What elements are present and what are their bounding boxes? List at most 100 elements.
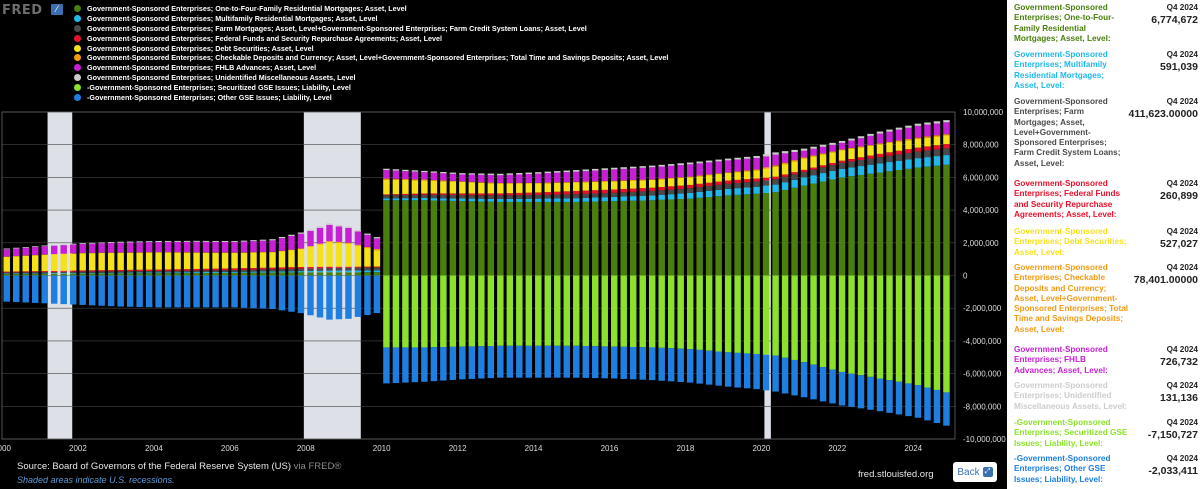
bar-segment	[31, 273, 39, 274]
bar-segment	[800, 148, 808, 151]
legend-item[interactable]: -Government-Sponsored Enterprises; Other…	[74, 92, 668, 102]
chart-area[interactable]: FRED ⁄ Government-Sponsored Enterprises;…	[0, 0, 1007, 489]
bar-segment	[392, 169, 400, 171]
bar-segment	[724, 183, 732, 189]
bar-segment	[573, 182, 580, 191]
bar-segment	[13, 271, 20, 273]
bar-segment	[753, 170, 760, 179]
bar-segment	[516, 195, 523, 199]
bar-segment	[781, 162, 789, 165]
legend-swatch	[74, 24, 81, 32]
bar-segment	[402, 180, 409, 194]
bar-segment	[459, 181, 466, 182]
bar-segment	[772, 179, 779, 185]
entry-series-name: Government-Sponsored Enterprises; Farm M…	[1014, 97, 1121, 168]
bar-segment	[497, 173, 504, 176]
legend-item[interactable]: Government-Sponsored Enterprises; Uniden…	[74, 73, 668, 83]
bar-segment	[848, 275, 855, 374]
entry-value: 527,027	[1160, 238, 1198, 250]
bar-segment	[288, 234, 295, 236]
legend-item[interactable]: Government-Sponsored Enterprises; One-to…	[74, 4, 668, 14]
bar-segment	[373, 250, 381, 267]
bar-segment	[506, 275, 514, 346]
bar-segment	[914, 123, 922, 126]
bar-segment	[297, 268, 305, 272]
legend-label: Government-Sponsored Enterprises; Farm M…	[87, 23, 587, 33]
bar-segment	[354, 275, 362, 317]
bar-segment	[525, 195, 533, 199]
bar-segment	[620, 192, 627, 197]
bar-segment	[582, 169, 589, 172]
bar-segment	[478, 275, 485, 347]
bar-segment	[250, 271, 257, 273]
entry-period: Q4 2024	[1166, 263, 1198, 272]
legend-item[interactable]: Government-Sponsored Enterprises; Checka…	[74, 53, 668, 63]
bar-segment	[278, 236, 286, 239]
legend-item[interactable]: Government-Sponsored Enterprises; Farm M…	[74, 24, 668, 34]
bar-segment	[145, 275, 153, 308]
bar-segment	[107, 273, 115, 276]
entry-period: Q4 2024	[1166, 381, 1198, 390]
legend-label: Government-Sponsored Enterprises; Debt S…	[87, 43, 314, 53]
bar-segment	[525, 275, 533, 346]
plot[interactable]: 10,000,000 8,000,000 6,000,000 4,000,000 2,0…	[0, 0, 1007, 489]
bar-segment	[449, 180, 457, 182]
legend-item[interactable]: Government-Sponsored Enterprises; Multif…	[74, 14, 668, 24]
bar-segment	[231, 252, 238, 269]
bar-segment	[240, 241, 248, 253]
bar-segment	[601, 193, 608, 198]
bar-segment	[126, 242, 134, 253]
bar-segment	[31, 275, 39, 303]
bar-segment	[857, 157, 865, 160]
bar-segment	[506, 193, 514, 196]
bar-segment	[497, 198, 504, 202]
bar-segment	[345, 267, 352, 271]
bar-segment	[69, 273, 77, 276]
fred-logo[interactable]: FRED	[2, 3, 43, 18]
bar-segment	[743, 182, 751, 188]
legend-item[interactable]: Government-Sponsored Enterprises; FHLB A…	[74, 63, 668, 73]
bar-segment	[838, 140, 846, 143]
bar-segment	[924, 166, 931, 276]
bar-segment	[819, 367, 827, 402]
bars[interactable]	[3, 120, 950, 426]
bar-segment	[269, 252, 276, 268]
bar-segment	[734, 172, 741, 180]
bar-segment	[629, 180, 637, 189]
bar-segment	[297, 233, 305, 249]
bar-segment	[155, 269, 162, 271]
bar-segment	[421, 170, 428, 173]
bar-segment	[544, 192, 552, 195]
legend-swatch	[74, 83, 81, 91]
bar-segment	[677, 163, 684, 166]
bar-segment	[478, 173, 485, 175]
bar-segment	[943, 135, 950, 145]
legend-item[interactable]: -Government-Sponsored Enterprises; Secur…	[74, 82, 668, 92]
bar-segment	[354, 245, 362, 267]
bar-segment	[857, 166, 865, 175]
bar-segment	[914, 151, 922, 159]
bar-segment	[193, 252, 200, 269]
y-tick-label: -8,000,000	[963, 402, 1002, 411]
bar-segment	[155, 273, 162, 276]
bar-segment	[573, 194, 580, 199]
bar-segment	[440, 173, 447, 181]
legend-item[interactable]: Government-Sponsored Enterprises; Debt S…	[74, 43, 668, 53]
bar-segment	[819, 144, 827, 147]
bar-segment	[554, 182, 561, 183]
bar-segment	[829, 152, 836, 164]
bar-segment	[79, 243, 86, 244]
bar-segment	[886, 142, 893, 153]
bar-segment	[592, 201, 599, 276]
bar-segment	[221, 272, 229, 276]
bar-segment	[497, 345, 504, 378]
bar-segment	[781, 357, 789, 394]
bar-segment	[449, 181, 457, 194]
bar-segment	[743, 179, 751, 183]
bar-segment	[677, 188, 684, 194]
back-button[interactable]: Back ⤢	[953, 462, 997, 482]
site-url-link[interactable]: fred.stlouisfed.org	[858, 469, 934, 480]
back-button-label: Back	[957, 466, 980, 478]
legend-item[interactable]: Government-Sponsored Enterprises; Federa…	[74, 33, 668, 43]
bar-segment	[800, 169, 808, 172]
